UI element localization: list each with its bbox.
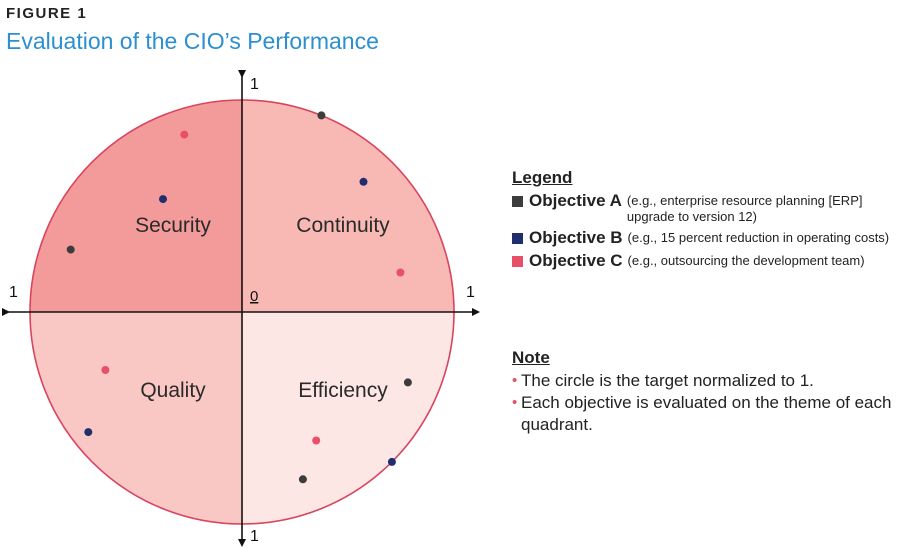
note-text: Each objective is evaluated on the theme…: [521, 393, 892, 434]
note-line: • The circle is the target normalized to…: [512, 370, 897, 392]
legend-swatch-c: [512, 256, 523, 267]
quadrant-label-security: Security: [135, 214, 211, 237]
point-objective-c-quality: [101, 366, 110, 374]
legend-desc: (e.g., outsourcing the development team): [627, 253, 865, 268]
axis-label-right: 1: [466, 284, 475, 301]
point-objective-a-efficiency: [403, 378, 412, 387]
bullet-icon: •: [512, 394, 518, 411]
point-objective-b-quality: [84, 428, 93, 437]
point-objective-c-continuity: [396, 268, 405, 277]
quadrant-label-continuity: Continuity: [296, 214, 390, 237]
legend-desc: (e.g., 15 percent reduction in operating…: [627, 230, 890, 245]
axis-label-origin: 0: [250, 288, 258, 305]
point-objective-c-efficiency: [312, 436, 321, 445]
note-heading: Note: [512, 348, 550, 367]
data-points: [66, 111, 412, 484]
point-objective-a-quality: [298, 475, 307, 484]
legend-name: Objective A: [529, 191, 622, 210]
figure-label: FIGURE 1: [6, 5, 88, 22]
note-line: • Each objective is evaluated on the the…: [512, 392, 897, 436]
point-objective-a-security: [66, 245, 75, 254]
legend-item-objective-b: Objective B (e.g., 15 percent reduction …: [512, 228, 897, 248]
quadrant-efficiency: [242, 312, 454, 524]
legend-name: Objective C: [529, 251, 623, 270]
point-objective-b-efficiency: [387, 457, 396, 466]
quadrant-security: [30, 100, 242, 312]
quadrant-label-quality: Quality: [140, 379, 206, 402]
axis-label-left: 1: [9, 284, 18, 301]
figure-title: Evaluation of the CIO’s Performance: [6, 28, 379, 54]
note-text: The circle is the target normalized to 1…: [521, 371, 814, 390]
legend-swatch-b: [512, 233, 523, 244]
axis-label-bottom: 1: [250, 528, 259, 545]
note: Note • The circle is the target normaliz…: [512, 348, 897, 436]
quadrant-continuity: [242, 100, 454, 312]
point-objective-a-continuity: [317, 111, 326, 120]
point-objective-c-security: [180, 130, 189, 139]
point-objective-b-security: [159, 195, 167, 204]
axis-label-top: 1: [250, 76, 259, 93]
quadrant-labels: Security Continuity Quality Efficiency: [135, 214, 390, 402]
quadrant-quality: [30, 312, 242, 524]
legend-item-objective-c: Objective C (e.g., outsourcing the devel…: [512, 251, 897, 271]
legend-swatch-a: [512, 196, 523, 207]
legend-item-objective-a: Objective A (e.g., enterprise resource p…: [512, 191, 897, 225]
legend-name: Objective B: [529, 228, 623, 247]
quadrant-sectors: [30, 100, 454, 524]
point-objective-b-continuity: [359, 177, 368, 186]
legend-heading: Legend: [512, 168, 573, 187]
bullet-icon: •: [512, 372, 518, 389]
legend-desc: (e.g., enterprise resource planning [ERP…: [626, 193, 863, 224]
quadrant-label-efficiency: Efficiency: [298, 379, 388, 402]
legend: Legend Objective A (e.g., enterprise res…: [512, 168, 897, 271]
